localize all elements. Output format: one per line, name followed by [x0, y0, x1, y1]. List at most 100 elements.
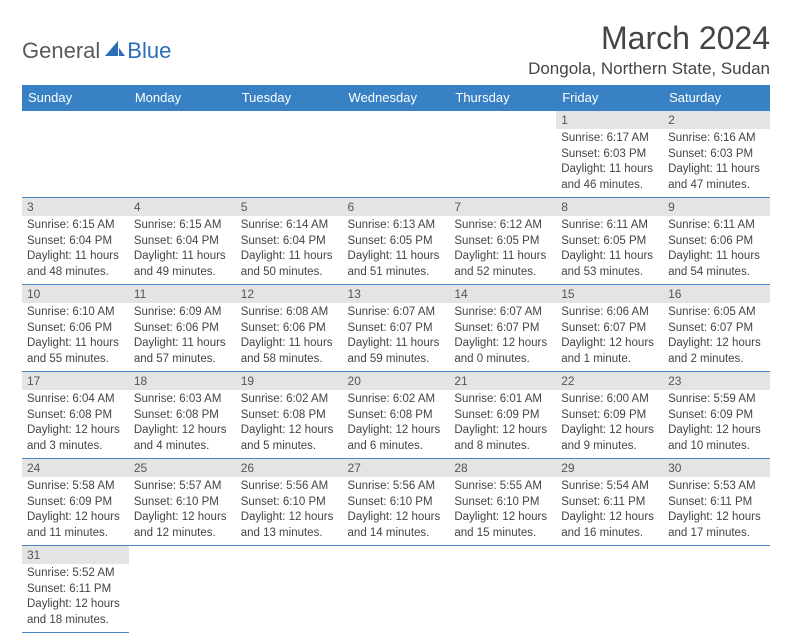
day-number: 16	[663, 285, 770, 303]
day-detail-line: Sunrise: 5:54 AM	[561, 479, 658, 495]
day-detail-line: Sunrise: 5:55 AM	[454, 479, 551, 495]
day-details: Sunrise: 6:02 AMSunset: 6:08 PMDaylight:…	[236, 390, 343, 458]
day-details: Sunrise: 6:04 AMSunset: 6:08 PMDaylight:…	[22, 390, 129, 458]
day-detail-line: Daylight: 11 hours and 54 minutes.	[668, 249, 765, 280]
day-detail-line: Sunset: 6:10 PM	[134, 495, 231, 511]
day-details: Sunrise: 6:08 AMSunset: 6:06 PMDaylight:…	[236, 303, 343, 371]
day-details: Sunrise: 6:10 AMSunset: 6:06 PMDaylight:…	[22, 303, 129, 371]
day-detail-line: Sunrise: 5:57 AM	[134, 479, 231, 495]
calendar-day-cell: 23Sunrise: 5:59 AMSunset: 6:09 PMDayligh…	[663, 372, 770, 459]
calendar-day-cell: 9Sunrise: 6:11 AMSunset: 6:06 PMDaylight…	[663, 198, 770, 285]
calendar-week-row: 1Sunrise: 6:17 AMSunset: 6:03 PMDaylight…	[22, 111, 770, 198]
day-details: Sunrise: 6:11 AMSunset: 6:05 PMDaylight:…	[556, 216, 663, 284]
calendar-day-cell	[343, 111, 450, 198]
calendar-body: 1Sunrise: 6:17 AMSunset: 6:03 PMDaylight…	[22, 111, 770, 633]
day-detail-line: Sunset: 6:11 PM	[668, 495, 765, 511]
day-detail-line: Daylight: 12 hours and 4 minutes.	[134, 423, 231, 454]
day-detail-line: Sunset: 6:11 PM	[27, 582, 124, 598]
day-detail-line: Sunset: 6:07 PM	[454, 321, 551, 337]
day-detail-line: Sunrise: 6:16 AM	[668, 131, 765, 147]
logo-text-blue: Blue	[127, 38, 171, 64]
day-details: Sunrise: 6:07 AMSunset: 6:07 PMDaylight:…	[343, 303, 450, 371]
day-detail-line: Daylight: 11 hours and 46 minutes.	[561, 162, 658, 193]
day-details: Sunrise: 6:15 AMSunset: 6:04 PMDaylight:…	[129, 216, 236, 284]
day-number: 23	[663, 372, 770, 390]
calendar-day-cell: 16Sunrise: 6:05 AMSunset: 6:07 PMDayligh…	[663, 285, 770, 372]
day-details: Sunrise: 6:03 AMSunset: 6:08 PMDaylight:…	[129, 390, 236, 458]
day-detail-line: Daylight: 11 hours and 58 minutes.	[241, 336, 338, 367]
day-detail-line: Sunrise: 6:08 AM	[241, 305, 338, 321]
day-detail-line: Daylight: 12 hours and 2 minutes.	[668, 336, 765, 367]
day-detail-line: Sunset: 6:08 PM	[27, 408, 124, 424]
calendar-day-cell: 1Sunrise: 6:17 AMSunset: 6:03 PMDaylight…	[556, 111, 663, 198]
calendar-day-cell: 5Sunrise: 6:14 AMSunset: 6:04 PMDaylight…	[236, 198, 343, 285]
day-detail-line: Sunset: 6:08 PM	[348, 408, 445, 424]
day-number: 27	[343, 459, 450, 477]
day-detail-line: Sunrise: 6:05 AM	[668, 305, 765, 321]
day-number: 28	[449, 459, 556, 477]
day-number: 21	[449, 372, 556, 390]
day-detail-line: Sunrise: 5:58 AM	[27, 479, 124, 495]
weekday-header: Friday	[556, 85, 663, 111]
day-details: Sunrise: 5:53 AMSunset: 6:11 PMDaylight:…	[663, 477, 770, 545]
day-number: 11	[129, 285, 236, 303]
day-detail-line: Sunrise: 5:53 AM	[668, 479, 765, 495]
day-details: Sunrise: 5:56 AMSunset: 6:10 PMDaylight:…	[236, 477, 343, 545]
day-detail-line: Sunset: 6:10 PM	[454, 495, 551, 511]
calendar-day-cell: 25Sunrise: 5:57 AMSunset: 6:10 PMDayligh…	[129, 459, 236, 546]
location: Dongola, Northern State, Sudan	[528, 59, 770, 79]
day-detail-line: Sunset: 6:03 PM	[668, 147, 765, 163]
calendar-day-cell: 11Sunrise: 6:09 AMSunset: 6:06 PMDayligh…	[129, 285, 236, 372]
day-detail-line: Sunset: 6:10 PM	[348, 495, 445, 511]
day-number: 17	[22, 372, 129, 390]
day-number: 25	[129, 459, 236, 477]
day-detail-line: Sunrise: 5:56 AM	[348, 479, 445, 495]
day-detail-line: Sunset: 6:05 PM	[454, 234, 551, 250]
calendar-day-cell: 30Sunrise: 5:53 AMSunset: 6:11 PMDayligh…	[663, 459, 770, 546]
day-detail-line: Sunrise: 6:02 AM	[241, 392, 338, 408]
day-details: Sunrise: 5:58 AMSunset: 6:09 PMDaylight:…	[22, 477, 129, 545]
day-details: Sunrise: 6:05 AMSunset: 6:07 PMDaylight:…	[663, 303, 770, 371]
day-number: 10	[22, 285, 129, 303]
day-detail-line: Sunset: 6:04 PM	[241, 234, 338, 250]
weekday-header: Saturday	[663, 85, 770, 111]
calendar-day-cell: 8Sunrise: 6:11 AMSunset: 6:05 PMDaylight…	[556, 198, 663, 285]
day-detail-line: Sunset: 6:08 PM	[241, 408, 338, 424]
day-number: 18	[129, 372, 236, 390]
day-details: Sunrise: 5:56 AMSunset: 6:10 PMDaylight:…	[343, 477, 450, 545]
day-number: 12	[236, 285, 343, 303]
day-number: 4	[129, 198, 236, 216]
day-number: 20	[343, 372, 450, 390]
calendar-table: SundayMondayTuesdayWednesdayThursdayFrid…	[22, 85, 770, 633]
day-number: 24	[22, 459, 129, 477]
calendar-day-cell: 10Sunrise: 6:10 AMSunset: 6:06 PMDayligh…	[22, 285, 129, 372]
logo-sail-icon	[105, 39, 125, 62]
day-detail-line: Daylight: 11 hours and 57 minutes.	[134, 336, 231, 367]
day-number: 5	[236, 198, 343, 216]
calendar-week-row: 17Sunrise: 6:04 AMSunset: 6:08 PMDayligh…	[22, 372, 770, 459]
day-detail-line: Daylight: 11 hours and 49 minutes.	[134, 249, 231, 280]
day-detail-line: Sunset: 6:06 PM	[241, 321, 338, 337]
header: General Blue March 2024 Dongola, Norther…	[22, 20, 770, 79]
day-detail-line: Sunrise: 5:56 AM	[241, 479, 338, 495]
day-detail-line: Sunset: 6:09 PM	[561, 408, 658, 424]
day-number: 14	[449, 285, 556, 303]
day-details: Sunrise: 6:16 AMSunset: 6:03 PMDaylight:…	[663, 129, 770, 197]
day-detail-line: Sunrise: 6:13 AM	[348, 218, 445, 234]
calendar-day-cell: 6Sunrise: 6:13 AMSunset: 6:05 PMDaylight…	[343, 198, 450, 285]
calendar-day-cell: 4Sunrise: 6:15 AMSunset: 6:04 PMDaylight…	[129, 198, 236, 285]
day-detail-line: Sunset: 6:05 PM	[348, 234, 445, 250]
day-detail-line: Sunrise: 6:11 AM	[561, 218, 658, 234]
calendar-day-cell: 22Sunrise: 6:00 AMSunset: 6:09 PMDayligh…	[556, 372, 663, 459]
day-details: Sunrise: 6:11 AMSunset: 6:06 PMDaylight:…	[663, 216, 770, 284]
day-detail-line: Daylight: 11 hours and 50 minutes.	[241, 249, 338, 280]
day-details: Sunrise: 6:15 AMSunset: 6:04 PMDaylight:…	[22, 216, 129, 284]
day-details: Sunrise: 6:17 AMSunset: 6:03 PMDaylight:…	[556, 129, 663, 197]
day-details: Sunrise: 5:52 AMSunset: 6:11 PMDaylight:…	[22, 564, 129, 632]
logo-text-general: General	[22, 38, 100, 64]
day-detail-line: Sunrise: 6:00 AM	[561, 392, 658, 408]
day-detail-line: Sunset: 6:08 PM	[134, 408, 231, 424]
day-number: 13	[343, 285, 450, 303]
day-number: 1	[556, 111, 663, 129]
day-details: Sunrise: 5:54 AMSunset: 6:11 PMDaylight:…	[556, 477, 663, 545]
